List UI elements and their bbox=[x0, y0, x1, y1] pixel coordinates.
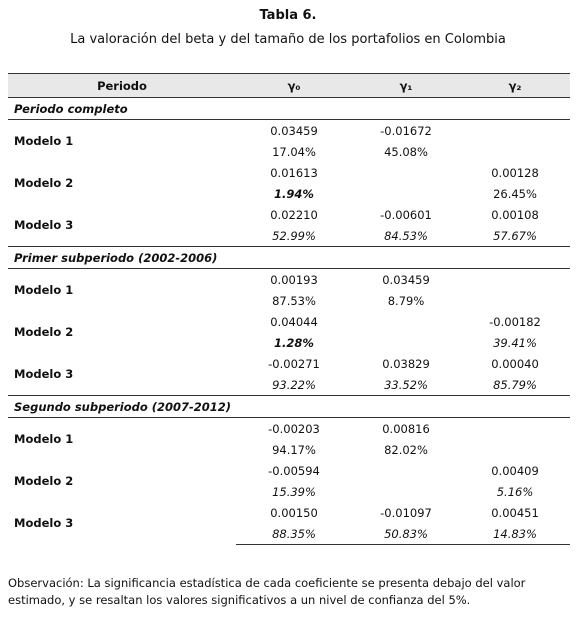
pval-cell: 94.17% bbox=[272, 442, 316, 457]
section-row: Segundo subperiodo (2007-2012) bbox=[8, 395, 570, 418]
pval-cell: 39.41% bbox=[493, 335, 537, 350]
coef-cell bbox=[460, 269, 570, 291]
pval-row: 93.22% 33.52% 85.79% bbox=[8, 374, 570, 396]
coef-cell: 0.00451 bbox=[491, 505, 539, 520]
model-name: Modelo 3 bbox=[14, 516, 74, 531]
model-name: Modelo 3 bbox=[14, 218, 74, 232]
pval-cell: 1.94% bbox=[274, 186, 314, 201]
coef-cell bbox=[352, 311, 460, 332]
pval-cell: 85.79% bbox=[493, 377, 537, 392]
coef-cell: 0.03829 bbox=[382, 356, 430, 371]
pval-cell: 15.39% bbox=[272, 484, 316, 499]
coef-cell: 0.00128 bbox=[491, 165, 539, 180]
coef-cell: -0.00203 bbox=[268, 421, 320, 436]
pval-row: 52.99% 84.53% 57.67% bbox=[8, 225, 570, 247]
pval-row: 17.04% 45.08% bbox=[8, 141, 570, 162]
pval-cell bbox=[352, 332, 460, 353]
pval-cell bbox=[352, 183, 460, 204]
coef-cell: 0.04044 bbox=[270, 314, 318, 329]
coef-row: Modelo 1 0.00193 0.03459 bbox=[8, 269, 570, 298]
pval-cell: 57.67% bbox=[493, 228, 537, 243]
section-title: Segundo subperiodo (2007-2012) bbox=[8, 395, 570, 418]
coef-cell bbox=[460, 120, 570, 142]
coef-cell: 0.00150 bbox=[270, 505, 318, 520]
coef-row: Modelo 1 -0.00203 0.00816 bbox=[8, 418, 570, 447]
coef-cell: 0.00108 bbox=[491, 207, 539, 222]
coef-row: Modelo 2 0.04044 -0.00182 bbox=[8, 311, 570, 340]
coef-cell: 0.03459 bbox=[270, 123, 318, 138]
coef-cell: 0.00040 bbox=[491, 356, 539, 371]
coef-cell: -0.01672 bbox=[380, 123, 432, 138]
pval-cell: 45.08% bbox=[384, 144, 428, 159]
coef-row: Modelo 3 -0.00271 0.03829 0.00040 bbox=[8, 353, 570, 382]
pval-cell: 8.79% bbox=[387, 293, 425, 308]
pval-cell: 14.83% bbox=[460, 523, 570, 545]
pval-cell: 50.83% bbox=[352, 523, 460, 545]
model-name: Modelo 1 bbox=[14, 134, 74, 148]
model-name: Modelo 3 bbox=[14, 367, 74, 381]
pval-cell: 84.53% bbox=[384, 228, 428, 243]
column-header: γ₂ bbox=[460, 73, 570, 98]
pval-row: 1.94% 26.45% bbox=[8, 183, 570, 204]
pval-cell: 17.04% bbox=[272, 144, 316, 159]
coef-cell: 0.02210 bbox=[270, 207, 318, 222]
pval-cell bbox=[460, 290, 570, 311]
pval-row: 87.53% 8.79% bbox=[8, 290, 570, 311]
section-title: Primer subperiodo (2002-2006) bbox=[8, 246, 570, 269]
pval-cell bbox=[460, 141, 570, 162]
table-subtitle: La valoración del beta y del tamaño de l… bbox=[70, 32, 506, 47]
column-header: γ₀ bbox=[236, 73, 352, 98]
coef-cell: 0.00193 bbox=[270, 272, 318, 287]
coef-cell: -0.00601 bbox=[380, 207, 432, 222]
pval-row: 88.35% 50.83% 14.83% bbox=[8, 523, 570, 545]
coef-cell: 0.00409 bbox=[491, 463, 539, 478]
pval-cell bbox=[352, 481, 460, 502]
coef-cell: 0.01613 bbox=[270, 165, 318, 180]
coef-cell: 0.03459 bbox=[382, 272, 430, 287]
pval-cell: 1.28% bbox=[274, 335, 314, 350]
coef-cell bbox=[460, 418, 570, 440]
coef-row: Modelo 2 0.01613 0.00128 bbox=[8, 162, 570, 191]
coef-cell bbox=[352, 460, 460, 481]
results-table: Periodo γ₀ γ₁ γ₂ Periodo completo Modelo 1 0.… bbox=[8, 73, 570, 545]
note: Observación: La significancia estadístic… bbox=[8, 576, 526, 607]
model-name: Modelo 2 bbox=[14, 474, 74, 488]
section-row: Periodo completo bbox=[8, 97, 570, 120]
coef-row: Modelo 3 0.02210 -0.00601 0.00108 bbox=[8, 204, 570, 233]
pval-cell: 5.16% bbox=[496, 484, 534, 499]
section-row: Primer subperiodo (2002-2006) bbox=[8, 246, 570, 269]
pval-cell: 52.99% bbox=[272, 228, 316, 243]
model-name: Modelo 2 bbox=[14, 325, 74, 339]
section-title: Periodo completo bbox=[8, 97, 570, 120]
coef-cell: -0.00182 bbox=[489, 314, 541, 329]
model-name: Modelo 2 bbox=[14, 176, 74, 190]
pval-cell: 82.02% bbox=[384, 442, 428, 457]
pval-cell: 87.53% bbox=[272, 293, 316, 308]
pval-row: 15.39% 5.16% bbox=[8, 481, 570, 502]
column-header: Periodo bbox=[8, 73, 236, 98]
coef-row: Modelo 1 0.03459 -0.01672 bbox=[8, 120, 570, 149]
pval-cell: 88.35% bbox=[236, 523, 352, 545]
table-title: Tabla 6. bbox=[259, 8, 317, 23]
model-name: Modelo 1 bbox=[14, 283, 74, 297]
pval-cell: 26.45% bbox=[493, 186, 537, 201]
pval-cell bbox=[460, 439, 570, 460]
coef-cell: -0.00271 bbox=[268, 356, 320, 371]
coef-row: Modelo 2 -0.00594 0.00409 bbox=[8, 460, 570, 489]
header-row: Periodo γ₀ γ₁ γ₂ bbox=[8, 73, 570, 98]
coef-cell bbox=[352, 162, 460, 183]
pval-cell: 33.52% bbox=[384, 377, 428, 392]
coef-cell: -0.00594 bbox=[268, 463, 320, 478]
pval-row: 94.17% 82.02% bbox=[8, 439, 570, 460]
pval-cell: 93.22% bbox=[272, 377, 316, 392]
table-body: Periodo completo Modelo 1 0.03459 -0.01672 1… bbox=[8, 97, 570, 545]
coef-cell: -0.01097 bbox=[380, 505, 432, 520]
coef-cell: 0.00816 bbox=[382, 421, 430, 436]
column-header: γ₁ bbox=[352, 73, 460, 98]
coef-row: Modelo 3 0.00150 -0.01097 0.00451 bbox=[8, 502, 570, 531]
model-name: Modelo 1 bbox=[14, 432, 74, 446]
pval-row: 1.28% 39.41% bbox=[8, 332, 570, 353]
